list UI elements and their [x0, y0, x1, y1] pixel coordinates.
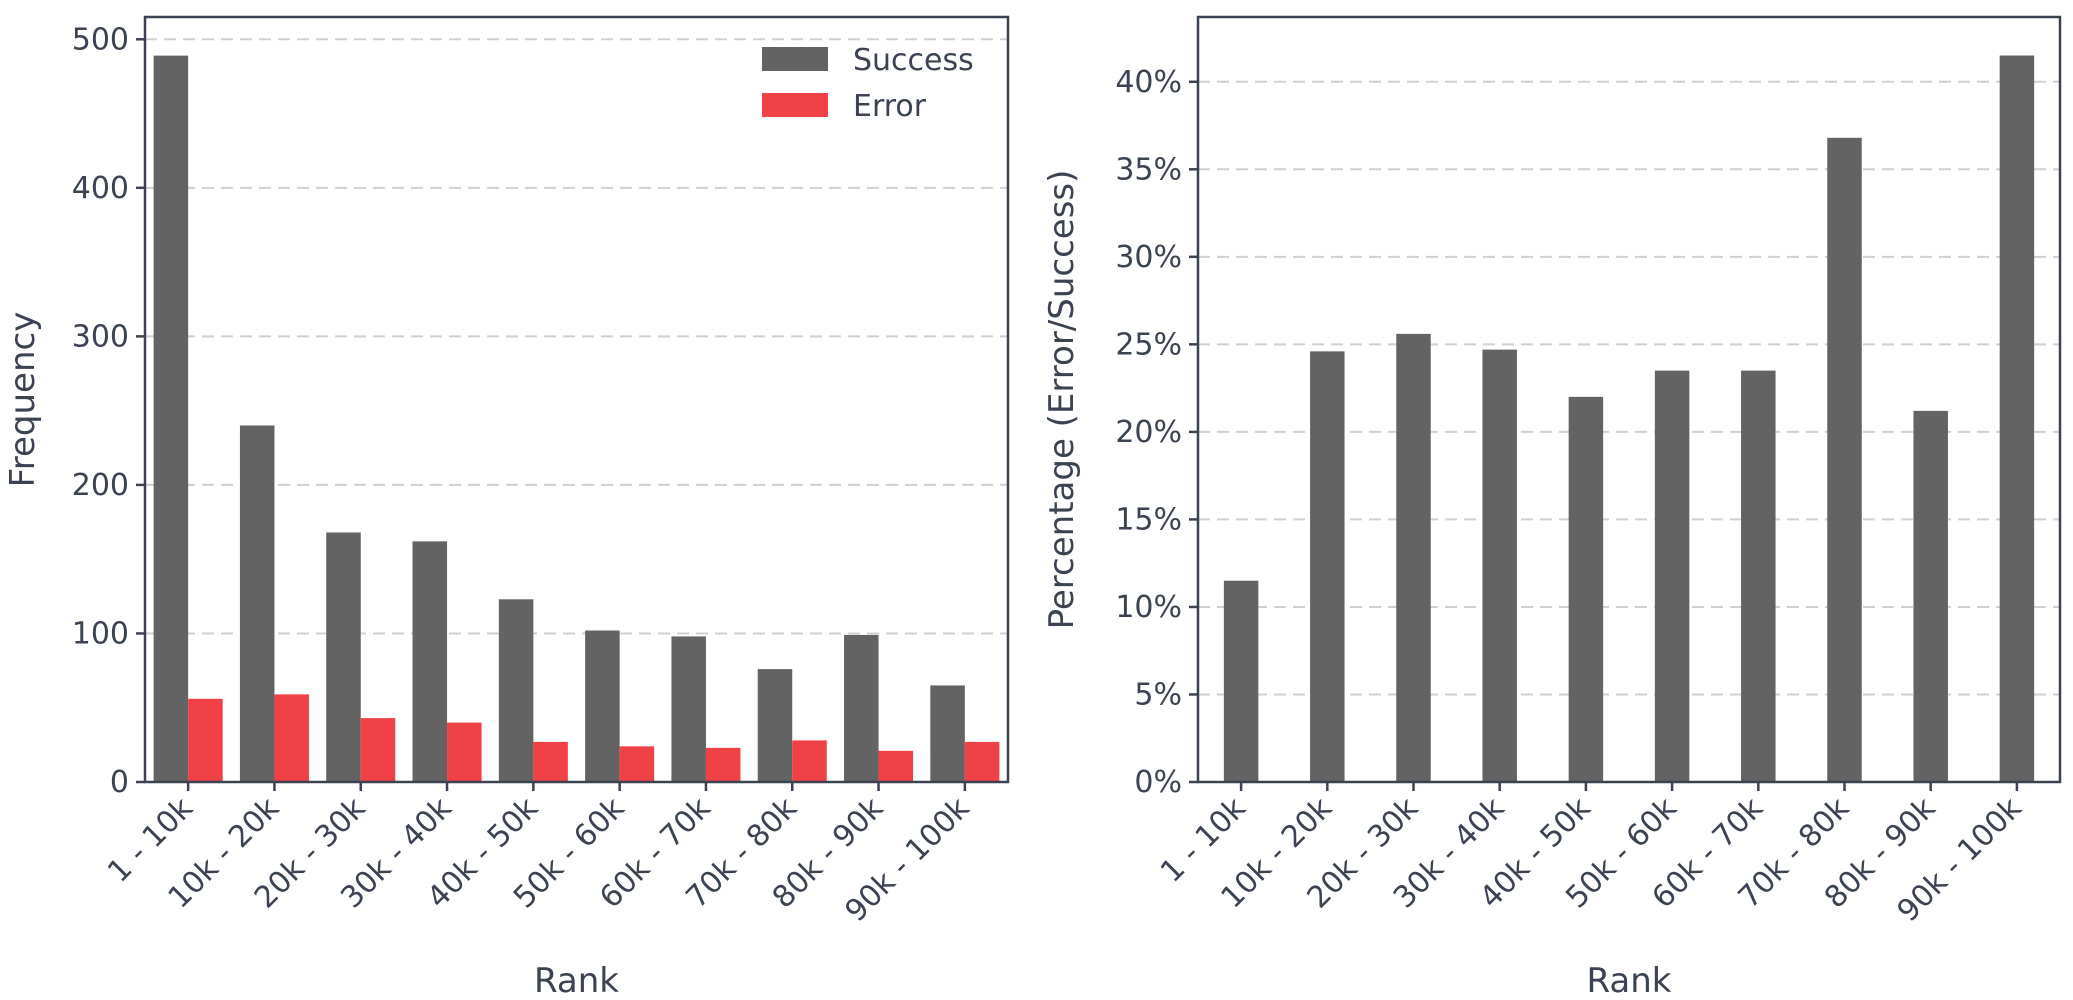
- legend-label-error: Error: [853, 89, 927, 124]
- freq-y-tick-label: 200: [72, 468, 129, 503]
- pct-plot-frame: [1196, 15, 2062, 784]
- freq-bar-success: [844, 634, 879, 782]
- pct-bar-value: [1568, 396, 1604, 782]
- freq-bar-error: [792, 740, 827, 782]
- freq-bar-error: [533, 741, 568, 782]
- freq-bar-error: [447, 722, 482, 782]
- freq-bar-success: [498, 599, 534, 782]
- freq-gridlines: [145, 38, 1008, 635]
- pct-x-axis-label: Rank: [1587, 961, 1672, 1000]
- freq-bar-error: [964, 741, 1000, 782]
- pct-bar-value: [1654, 370, 1690, 782]
- freq-bar-error: [878, 750, 914, 782]
- freq-x-axis-label: Rank: [534, 961, 619, 1000]
- freq-bar-success: [239, 425, 275, 782]
- pct-bar-value: [1999, 55, 2035, 783]
- freq-bar-error: [188, 698, 223, 782]
- freq-y-axis: 0 100 200 300 400 500: [72, 22, 145, 800]
- pct-bar-value: [1396, 333, 1431, 782]
- legend-label-success: Success: [853, 43, 974, 78]
- freq-y-tick-label: 500: [72, 22, 129, 57]
- pct-y-tick-label: 15%: [1115, 502, 1182, 537]
- freq-bar-success: [757, 669, 793, 782]
- pct-bar-value: [1741, 370, 1776, 782]
- pct-y-axis-label: Percentage (Error/Success): [1042, 170, 1082, 630]
- freq-bar-error: [619, 746, 655, 782]
- pct-y-tick-label: 20%: [1115, 415, 1182, 450]
- pct-y-tick-label: 10%: [1115, 590, 1182, 625]
- legend-swatch-error: [762, 93, 828, 117]
- pct-y-tick-label: 5%: [1134, 677, 1182, 712]
- freq-y-tick-label: 400: [72, 171, 129, 206]
- pct-y-tick-label: 40%: [1115, 65, 1182, 100]
- freq-bar-error: [705, 747, 741, 782]
- pct-y-axis: 0% 5% 10% 15% 20% 25% 30% 35% 40%: [1115, 65, 1198, 800]
- freq-bar-success: [153, 55, 189, 783]
- pct-bar-value: [1913, 410, 1948, 782]
- freq-y-tick-label: 100: [72, 616, 129, 651]
- pct-bar-value: [1482, 349, 1517, 782]
- pct-y-tick-label: 30%: [1115, 240, 1182, 275]
- freq-bar-success: [930, 685, 965, 782]
- pct-bar-value: [1223, 580, 1259, 782]
- pct-bar-value: [1310, 351, 1345, 782]
- freq-legend: Success Error: [762, 43, 974, 124]
- freq-bar-error: [274, 694, 309, 782]
- pct-y-tick-label: 35%: [1115, 152, 1182, 187]
- legend-swatch-success: [762, 47, 828, 71]
- freq-y-tick-label: 300: [72, 319, 129, 354]
- freq-bar-success: [671, 636, 706, 782]
- freq-y-tick-label: 0: [110, 765, 129, 800]
- freq-bar-success: [412, 541, 448, 782]
- pct-bars: [1223, 55, 2035, 783]
- pct-y-tick-label: 25%: [1115, 327, 1182, 362]
- freq-bar-success: [585, 630, 620, 782]
- freq-bar-success: [326, 532, 361, 782]
- freq-y-axis-label: Frequency: [3, 312, 43, 488]
- pct-y-tick-label: 0%: [1134, 765, 1182, 800]
- freq-bar-error: [360, 718, 396, 782]
- pct-bar-value: [1827, 137, 1862, 782]
- freq-bars: [153, 55, 1000, 783]
- freq-plot-frame: [143, 15, 1010, 784]
